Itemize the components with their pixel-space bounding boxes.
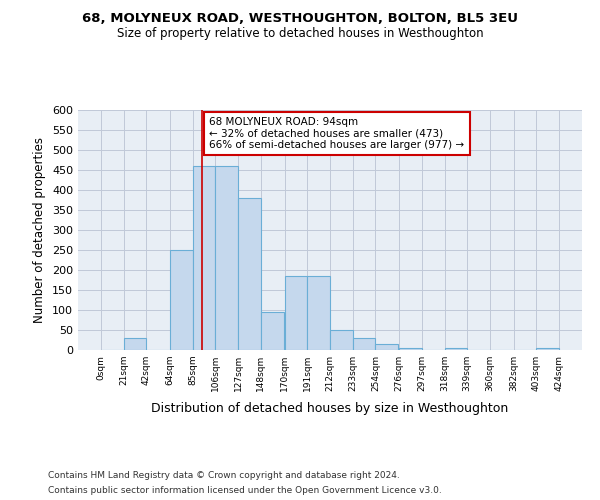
- Bar: [261, 312, 284, 350]
- Text: Contains public sector information licensed under the Open Government Licence v3: Contains public sector information licen…: [48, 486, 442, 495]
- Y-axis label: Number of detached properties: Number of detached properties: [34, 137, 46, 323]
- Bar: [536, 348, 559, 350]
- Bar: [238, 198, 261, 350]
- Bar: [376, 344, 398, 350]
- Bar: [215, 166, 238, 350]
- Bar: [284, 276, 307, 350]
- X-axis label: Distribution of detached houses by size in Westhoughton: Distribution of detached houses by size …: [151, 402, 509, 415]
- Bar: [399, 348, 422, 350]
- Text: Contains HM Land Registry data © Crown copyright and database right 2024.: Contains HM Land Registry data © Crown c…: [48, 471, 400, 480]
- Text: 68, MOLYNEUX ROAD, WESTHOUGHTON, BOLTON, BL5 3EU: 68, MOLYNEUX ROAD, WESTHOUGHTON, BOLTON,…: [82, 12, 518, 26]
- Bar: [353, 338, 376, 350]
- Bar: [330, 330, 353, 350]
- Bar: [445, 348, 467, 350]
- Bar: [124, 338, 146, 350]
- Bar: [193, 166, 215, 350]
- Text: 68 MOLYNEUX ROAD: 94sqm
← 32% of detached houses are smaller (473)
66% of semi-d: 68 MOLYNEUX ROAD: 94sqm ← 32% of detache…: [209, 117, 464, 150]
- Bar: [170, 250, 193, 350]
- Bar: [307, 276, 330, 350]
- Text: Size of property relative to detached houses in Westhoughton: Size of property relative to detached ho…: [116, 28, 484, 40]
